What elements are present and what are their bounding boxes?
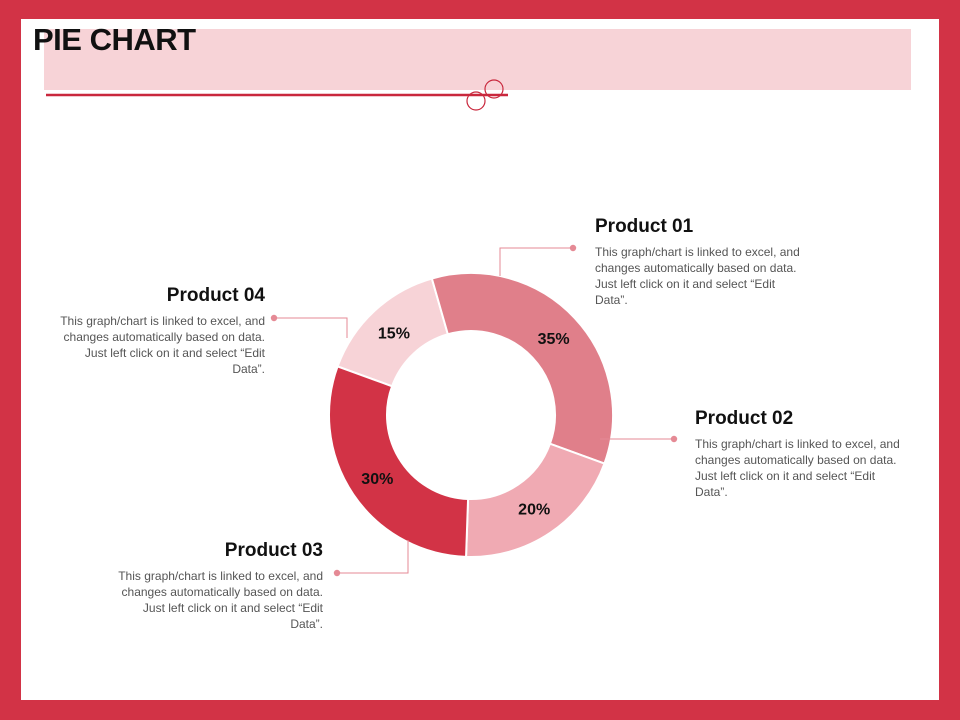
title-band: [44, 29, 911, 90]
value-label-product-01: 15%: [378, 325, 410, 342]
product-01-callout: Product 01 This graph/chart is linked to…: [595, 216, 805, 308]
ornament-ring-lower: [466, 91, 486, 111]
product-02-callout: Product 02 This graph/chart is linked to…: [695, 408, 905, 500]
product-04-title: Product 04: [166, 285, 265, 306]
product-02-description: This graph/chart is linked to excel, and…: [695, 437, 900, 499]
value-label-product-04: 30%: [361, 471, 393, 488]
ornament-ring-upper: [484, 79, 504, 99]
value-label-product-02: 35%: [538, 331, 570, 348]
product-03-connector-dot: [333, 569, 341, 577]
page-title: PIE CHART: [33, 22, 196, 57]
product-03-connector: [337, 540, 409, 574]
product-01-connector-dot: [569, 244, 577, 252]
product-02-connector-dot: [670, 435, 678, 443]
product-02-title: Product 02: [695, 408, 794, 429]
slice-product-02: [430, 272, 614, 465]
product-04-callout: Product 04 This graph/chart is linked to…: [55, 285, 265, 377]
product-04-description: This graph/chart is linked to excel, and…: [60, 314, 265, 376]
product-03-description: This graph/chart is linked to excel, and…: [118, 569, 323, 631]
product-01-description: This graph/chart is linked to excel, and…: [595, 245, 800, 307]
slide: [21, 19, 939, 700]
value-label-product-03: 20%: [518, 502, 550, 519]
product-04-connector-dot: [270, 314, 278, 322]
product-01-connector: [499, 247, 573, 276]
slice-product-04: [328, 365, 470, 558]
product-04-connector: [274, 317, 348, 338]
product-03-title: Product 03: [224, 540, 323, 561]
product-03-callout: Product 03 This graph/chart is linked to…: [113, 540, 323, 632]
slice-product-03: [465, 442, 606, 558]
product-01-title: Product 01: [595, 216, 694, 237]
